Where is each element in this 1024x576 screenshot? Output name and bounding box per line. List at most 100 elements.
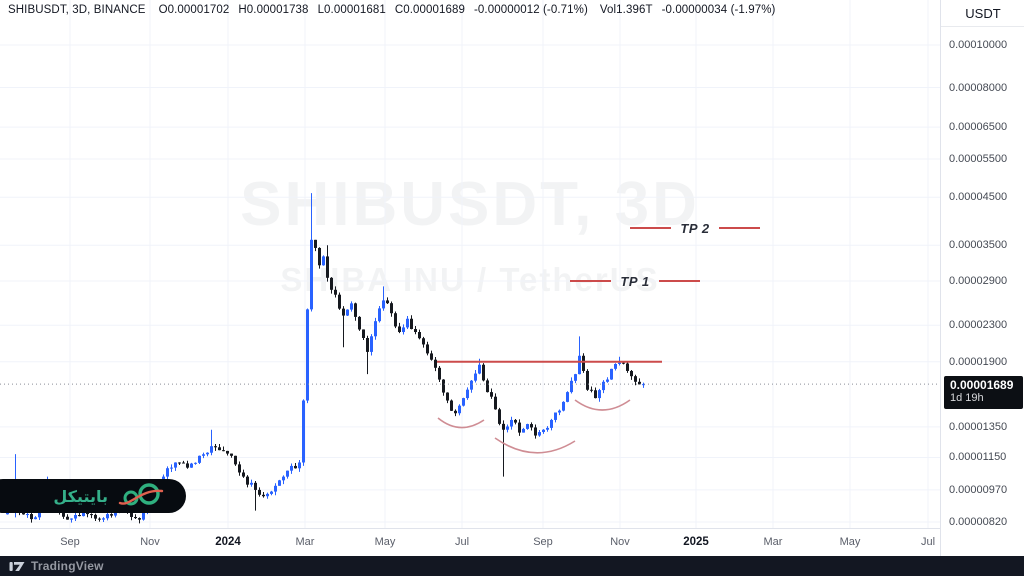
candle-body <box>214 446 217 448</box>
candle-body <box>430 353 433 360</box>
price-axis-label: 0.00002300 <box>949 319 1008 332</box>
candle-body <box>354 303 357 317</box>
candle-body <box>606 379 609 382</box>
candle-body <box>234 455 237 465</box>
time-axis-label: May <box>839 536 861 548</box>
candle-body <box>198 455 201 463</box>
price-axis[interactable]: USDT 0.00010000 0.00008000 0.00006500 0.000… <box>940 0 1024 556</box>
candle-body <box>26 514 29 516</box>
support-arc[interactable] <box>494 437 576 454</box>
candle-body <box>74 515 77 519</box>
legend-low: L0.00001681 <box>317 4 386 16</box>
candle-body <box>202 454 205 456</box>
tp2-annotation[interactable]: TP 2 <box>630 218 760 238</box>
candle-body <box>494 396 497 410</box>
candle-body <box>110 514 113 516</box>
support-arc[interactable] <box>574 399 631 411</box>
candle-body <box>34 517 37 520</box>
candle-body <box>90 514 93 516</box>
candle-body <box>418 332 421 339</box>
candle-body <box>574 374 577 381</box>
candle-body <box>518 422 521 433</box>
price-axis-label: 0.00010000 <box>949 39 1008 51</box>
candle-body <box>278 480 281 486</box>
candle-body <box>598 390 601 399</box>
channel-logo-icon <box>118 483 164 506</box>
candle-body <box>510 419 513 427</box>
tp2-label: TP 2 <box>680 220 710 236</box>
candle-body <box>374 321 377 337</box>
price-axis-label: 0.00001150 <box>949 451 1007 464</box>
candle-body <box>586 370 589 390</box>
candle-body <box>86 512 89 515</box>
candle-body <box>362 329 365 338</box>
price-axis-label: 0.00000820 <box>949 515 1008 528</box>
candle-body <box>578 355 581 375</box>
time-axis-label: May <box>374 536 396 548</box>
candle-body <box>482 364 485 381</box>
candlestick-plot[interactable] <box>0 0 940 528</box>
last-price-badge[interactable]: 0.00001689 1d 19h <box>944 376 1023 410</box>
candle-body <box>298 462 301 469</box>
candle-body <box>270 491 273 494</box>
price-axis-label: 0.00006500 <box>949 121 1008 134</box>
candle-body <box>498 409 501 424</box>
candle-body <box>602 381 605 391</box>
candle-body <box>102 518 105 520</box>
candle-body <box>426 344 429 354</box>
candle-body <box>238 464 241 473</box>
tp1-label: TP 1 <box>620 273 650 289</box>
candle-body <box>394 313 397 327</box>
candle-body <box>558 410 561 413</box>
candle-body <box>538 432 541 436</box>
candle-body <box>562 401 565 411</box>
time-axis-label: 2024 <box>215 536 241 548</box>
time-axis-label: Nov <box>610 536 630 548</box>
tp1-annotation[interactable]: TP 1 <box>570 271 700 291</box>
candle-body <box>502 423 505 430</box>
candle-body <box>330 277 333 290</box>
quote-currency-label[interactable]: USDT <box>941 0 1024 27</box>
candle-body <box>130 512 133 517</box>
candle-body <box>570 380 573 393</box>
legend-symbol[interactable]: SHIBUSDT, 3D, BINANCE <box>8 4 146 16</box>
candle-body <box>634 376 637 382</box>
tp1-line-right <box>658 280 700 283</box>
candle-body <box>326 256 329 278</box>
candle-body <box>290 465 293 471</box>
candle-body <box>134 516 137 519</box>
candle-body <box>98 518 101 520</box>
time-axis-label: Jul <box>454 536 470 548</box>
time-axis[interactable]: Sep Nov 2024 Mar May Jul Sep Nov 2025 Mar May Jul <box>0 528 940 557</box>
candle-body <box>434 359 437 368</box>
candle-body <box>406 318 409 328</box>
candle-body <box>230 453 233 456</box>
candle-body <box>66 516 69 520</box>
candle-body <box>246 476 249 485</box>
candle-body <box>182 462 185 464</box>
candle-body <box>258 489 261 495</box>
chart-canvas[interactable]: SHIBUSDT, 3D SHIBA INU / TetherUS TP 2 T… <box>0 0 940 528</box>
candle-body <box>446 392 449 401</box>
price-axis-label: 0.00008000 <box>949 81 1008 94</box>
candle-body <box>522 428 525 433</box>
candle-body <box>78 515 81 517</box>
candle-body <box>338 294 341 309</box>
symbol-legend[interactable]: SHIBUSDT, 3D, BINANCE O0.00001702 H0.00001… <box>8 4 784 16</box>
candle-body <box>422 338 425 345</box>
price-axis-label: 0.00002900 <box>949 275 1008 288</box>
support-arc[interactable] <box>437 417 485 429</box>
candle-body <box>530 424 533 428</box>
candle-body <box>490 392 493 397</box>
tradingview-logo-text[interactable]: TradingView <box>31 559 104 573</box>
candle-body <box>206 452 209 455</box>
candle-body <box>254 482 257 490</box>
price-axis-label: 0.00005500 <box>949 153 1008 165</box>
candle-body <box>294 465 297 469</box>
candle-body <box>210 446 213 453</box>
candle-body <box>458 405 461 414</box>
tp1-line-left <box>570 280 612 283</box>
tradingview-logo-icon[interactable] <box>9 560 25 573</box>
time-axis-label: Sep <box>533 536 553 548</box>
